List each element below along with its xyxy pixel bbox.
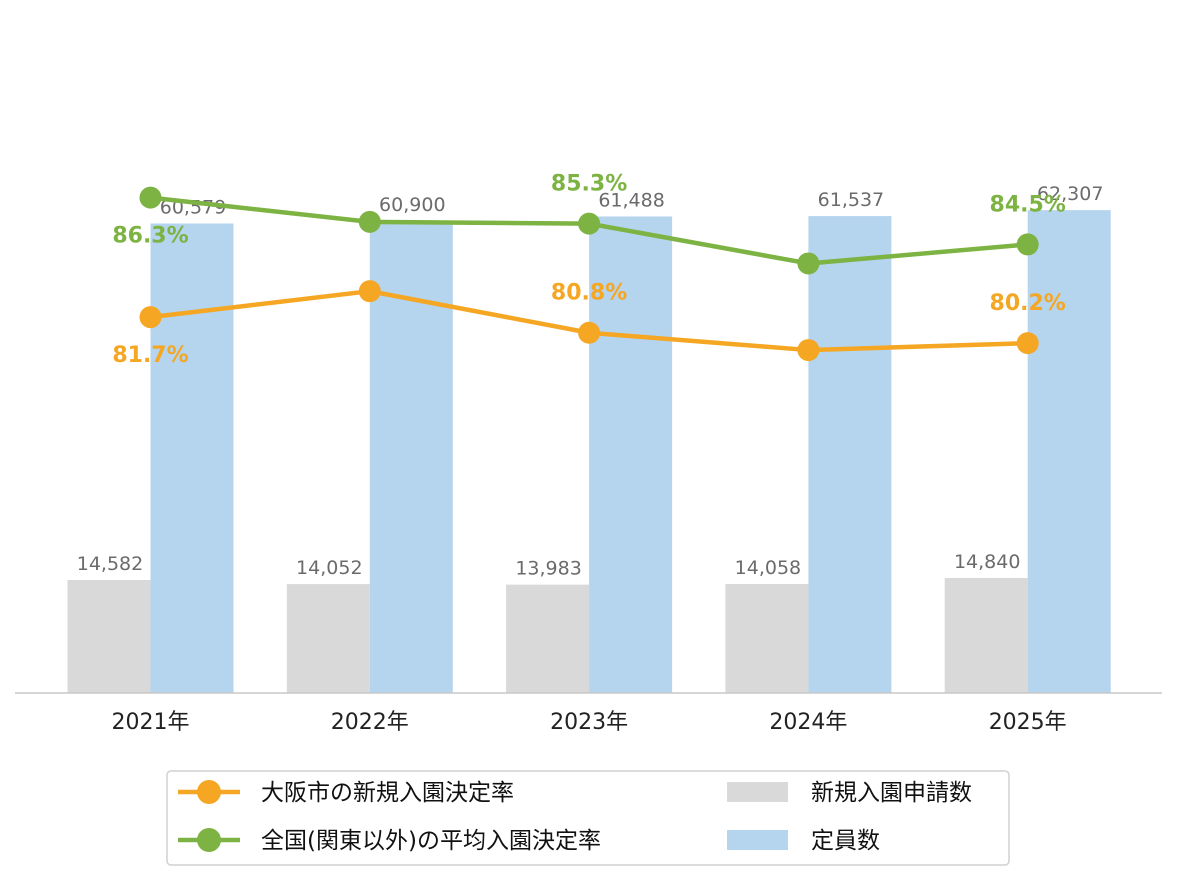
marker-osaka-rate-2021 [139,306,162,329]
marker-osaka-rate-2022 [358,280,381,303]
data-label-capacity-2024: 61,537 [818,189,884,211]
legend-label-osaka-rate: 大阪市の新規入園決定率 [261,780,514,806]
lines-layer: 81.7% 80.8% 80.2% 86.3% 85.3% 84.5% [112,172,1066,369]
bar-applications-2022 [286,584,370,693]
marker-national-rate-2022 [358,210,381,233]
x-tick-label-2022: 2022年 [331,710,409,735]
marker-national-rate-2024 [797,252,820,275]
rate-label-osaka-rate-2023: 80.8% [551,281,627,306]
x-tick-label-2021: 2021年 [112,710,190,735]
rate-label-osaka-rate-2021: 81.7% [112,343,188,368]
x-tick-label-2024: 2024年 [769,710,847,735]
x-tick-label-2025: 2025年 [989,710,1067,735]
category-labels: 2021年 2022年 2023年 2024年 2025年 [112,710,1067,735]
data-label-capacity-2023: 61,488 [598,189,664,211]
data-label-capacity-2022: 60,900 [379,194,445,216]
bar-applications-2023 [506,584,590,693]
bar-capacity-2021 [150,223,234,693]
marker-national-rate-2025 [1016,233,1039,256]
bar-capacity-2023 [589,216,673,693]
bar-applications-2024 [725,584,809,693]
marker-national-rate-2021 [139,186,162,209]
bar-applications-2021 [67,579,151,693]
marker-osaka-rate-2023 [578,321,601,344]
bar-capacity-2024 [808,216,892,693]
data-label-applications-2022: 14,052 [296,557,362,579]
bar-capacity-2025 [1027,210,1111,694]
legend-label-national-rate: 全国(関東以外)の平均入園決定率 [261,828,601,854]
data-label-applications-2024: 14,058 [735,557,801,579]
legend-label-applications: 新規入園申請数 [811,780,972,806]
rate-label-osaka-rate-2025: 80.2% [990,291,1066,316]
data-label-applications-2025: 14,840 [954,551,1020,573]
legend-swatch-marker-osaka-rate [197,780,221,804]
legend-swatch-marker-national-rate [197,828,221,852]
legend-label-capacity: 定員数 [811,828,880,854]
marker-national-rate-2023 [578,212,601,235]
data-label-applications-2023: 13,983 [515,558,581,580]
rate-label-national-rate-2025: 84.5% [990,192,1066,217]
marker-osaka-rate-2025 [1016,332,1039,355]
legend-box [166,770,1010,866]
marker-osaka-rate-2024 [797,339,820,362]
legend-swatch-capacity [727,830,788,850]
rate-label-national-rate-2023: 85.3% [551,172,627,197]
x-tick-label-2023: 2023年 [550,710,628,735]
data-label-capacity-2025: 62,307 [1037,183,1103,205]
legend-swatch-applications [727,782,788,802]
bar-applications-2025 [944,577,1028,693]
data-label-applications-2021: 14,582 [77,553,143,575]
rate-label-national-rate-2021: 86.3% [112,224,188,249]
